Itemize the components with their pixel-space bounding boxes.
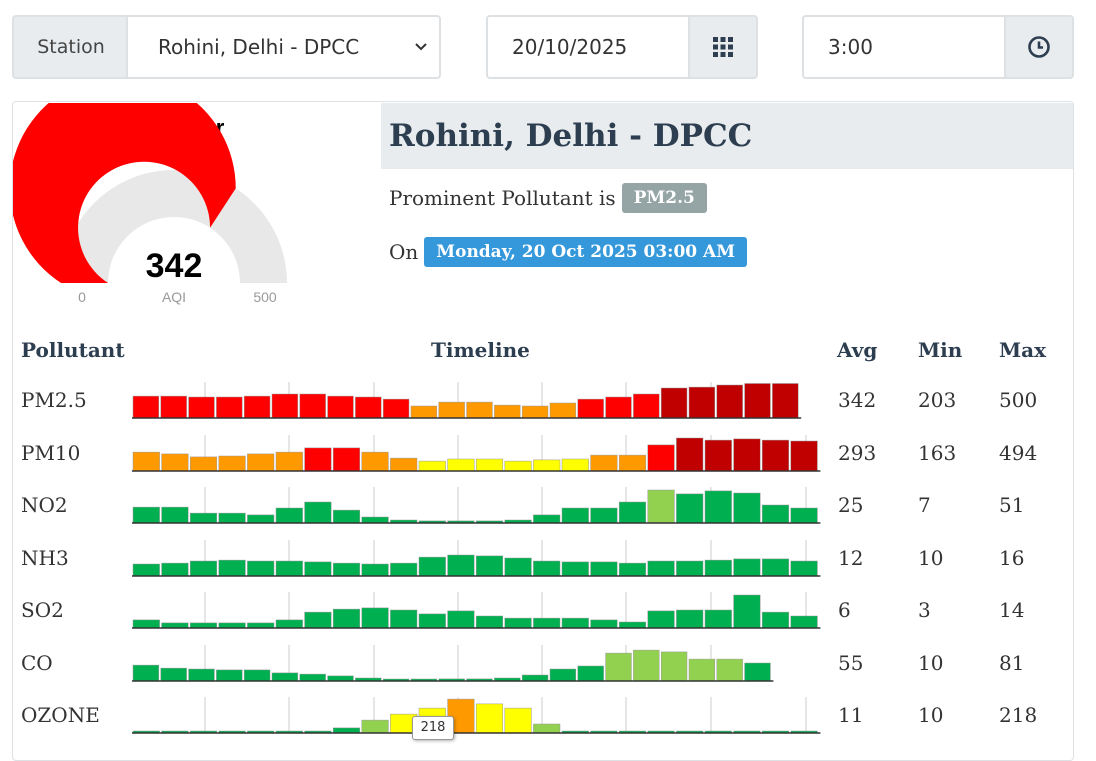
row-pollutant-name: CO <box>21 651 53 675</box>
prominent-pollutant-badge: PM2.5 <box>621 183 707 213</box>
header-max: Max <box>999 338 1047 362</box>
gauge-fill <box>13 103 236 283</box>
station-title-text: Rohini, Delhi - DPCC <box>389 118 753 154</box>
gauge-unit-label: AQI <box>162 289 186 305</box>
gauge-max-label: 500 <box>253 289 277 305</box>
row-max: 51 <box>999 493 1025 517</box>
aqi-gauge: Very Poor 342 0 AQI 500 <box>13 103 381 323</box>
prominent-pollutant-row: Prominent Pollutant is PM2.5 <box>389 182 707 214</box>
row-max: 494 <box>999 441 1038 465</box>
date-input[interactable]: 20/10/2025 <box>486 15 690 79</box>
row-pollutant-name: PM10 <box>21 441 81 465</box>
on-prefix: On <box>389 240 419 264</box>
row-max: 81 <box>999 651 1025 675</box>
chevron-down-icon <box>415 43 427 51</box>
row-max: 500 <box>999 388 1038 412</box>
header-min: Min <box>918 338 963 362</box>
row-pollutant-name: PM2.5 <box>21 388 87 412</box>
station-select[interactable]: Rohini, Delhi - DPCC <box>126 15 441 79</box>
row-min: 203 <box>918 388 957 412</box>
row-max: 14 <box>999 598 1025 622</box>
gauge-svg: 342 0 AQI 500 <box>13 103 287 305</box>
gauge-track <box>61 170 287 283</box>
clock-icon <box>1028 36 1050 58</box>
row-max: 16 <box>999 546 1025 570</box>
header-pollutant: Pollutant <box>21 338 125 362</box>
prominent-prefix: Prominent Pollutant is <box>389 186 616 210</box>
datetime-badge: Monday, 20 Oct 2025 03:00 AM <box>424 237 748 267</box>
row-avg: 12 <box>838 546 864 570</box>
station-label: Station <box>12 15 128 79</box>
datetime-row: On Monday, 20 Oct 2025 03:00 AM <box>389 236 748 268</box>
row-min: 7 <box>918 493 931 517</box>
row-avg: 293 <box>838 441 877 465</box>
date-input-value: 20/10/2025 <box>512 35 628 59</box>
time-input-value: 3:00 <box>828 35 873 59</box>
row-pollutant-name: NH3 <box>21 546 69 570</box>
header-avg: Avg <box>837 338 878 362</box>
row-pollutant-name: OZONE <box>21 703 100 727</box>
calendar-grid-icon <box>713 37 733 57</box>
row-min: 10 <box>918 651 944 675</box>
row-min: 3 <box>918 598 931 622</box>
header-timeline: Timeline <box>431 338 530 362</box>
time-input[interactable]: 3:00 <box>802 15 1006 79</box>
row-pollutant-name: NO2 <box>21 493 68 517</box>
row-pollutant-name: SO2 <box>21 598 64 622</box>
row-avg: 6 <box>838 598 851 622</box>
row-avg: 25 <box>838 493 864 517</box>
row-avg: 342 <box>838 388 877 412</box>
station-label-text: Station <box>37 36 105 58</box>
station-select-value: Rohini, Delhi - DPCC <box>158 35 360 59</box>
gauge-min-label: 0 <box>78 289 86 305</box>
calendar-button[interactable] <box>688 15 758 79</box>
row-max: 218 <box>999 703 1038 727</box>
row-min: 163 <box>918 441 957 465</box>
row-avg: 55 <box>838 651 864 675</box>
row-min: 10 <box>918 703 944 727</box>
row-min: 10 <box>918 546 944 570</box>
clock-button[interactable] <box>1004 15 1074 79</box>
timeline-tooltip: 218 <box>412 716 454 740</box>
station-title: Rohini, Delhi - DPCC <box>381 103 1073 169</box>
aqi-value: 342 <box>146 247 203 285</box>
row-avg: 11 <box>838 703 864 727</box>
